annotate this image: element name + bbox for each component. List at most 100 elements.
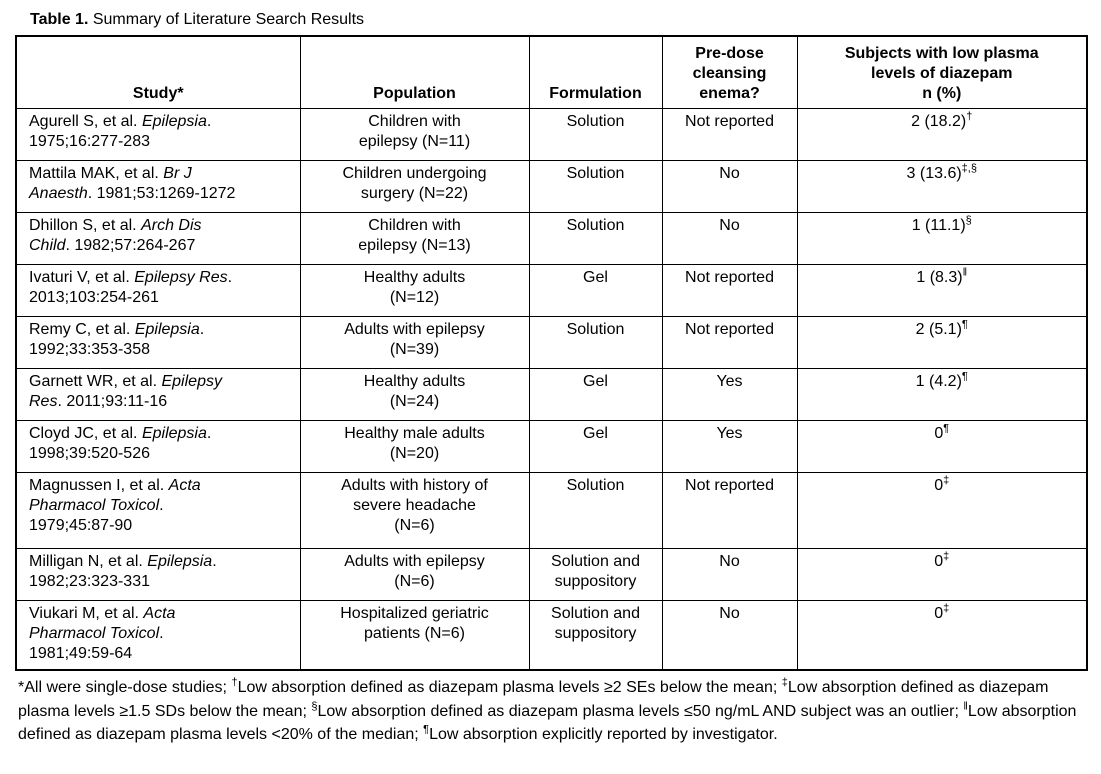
result-cell: 0‡ [796, 599, 1088, 671]
population-cell: Adults with epilepsy (N=39) [299, 315, 530, 369]
table-body: Agurell S, et al. Epilepsia. 1975;16:277… [15, 107, 1088, 671]
population-cell: Healthy male adults (N=20) [299, 419, 530, 473]
result-value: 1 (11.1) [911, 216, 966, 234]
study-citation-post: . 1982;57:264-267 [65, 236, 196, 254]
study-citation-pre: Cloyd JC, et al. [29, 424, 142, 442]
table-row: Garnett WR, et al. Epilepsy Res. 2011;93… [15, 367, 1088, 421]
journal-name: Epilepsia [141, 424, 207, 442]
table-title-text: Summary of Literature Search Results [88, 11, 365, 28]
result-value: 1 (8.3) [916, 268, 963, 286]
enema-cell: No [661, 547, 798, 601]
journal-name: Acta Pharmacol Toxicol [29, 604, 176, 642]
result-cell: 2 (18.2)† [796, 107, 1088, 161]
footnote-text: Low absorption defined as diazepam plasm… [18, 702, 1077, 744]
table-row: Mattila MAK, et al. Br J Anaesth. 1981;5… [15, 159, 1088, 213]
result-value: 2 (18.2) [911, 112, 967, 130]
study-citation-post: . 2013;103:254-261 [29, 268, 233, 306]
header-row: Study* Population Formulation Pre-dose c… [15, 35, 1088, 109]
table-row: Cloyd JC, et al. Epilepsia. 1998;39:520-… [15, 419, 1088, 473]
result-footnote-marker: ¶ [943, 422, 950, 435]
enema-cell: Not reported [661, 315, 798, 369]
footnote-marker: ¶ [423, 723, 430, 736]
formulation-cell: Gel [528, 367, 663, 421]
result-footnote-marker: ‡,§ [961, 162, 977, 175]
population-cell: Hospitalized geriatric patients (N=6) [299, 599, 530, 671]
study-cell: Garnett WR, et al. Epilepsy Res. 2011;93… [15, 367, 301, 421]
formulation-cell: Solution and suppository [528, 547, 663, 601]
journal-name: Epilepsia [134, 320, 200, 338]
result-value: 0 [934, 552, 944, 570]
table-row: Ivaturi V, et al. Epilepsy Res. 2013;103… [15, 263, 1088, 317]
formulation-cell: Solution [528, 471, 663, 549]
study-citation-pre: Agurell S, et al. [29, 112, 142, 130]
population-cell: Children undergoing surgery (N=22) [299, 159, 530, 213]
enema-cell: Yes [661, 367, 798, 421]
result-cell: 1 (4.2)¶ [796, 367, 1088, 421]
study-citation-pre: Garnett WR, et al. [29, 372, 162, 390]
header-population: Population [299, 35, 530, 109]
footnote-text: Low absorption defined as diazepam plasm… [317, 702, 964, 720]
footnote-text: Low absorption defined as diazepam plasm… [18, 679, 1049, 720]
table-row: Milligan N, et al. Epilepsia. 1982;23:32… [15, 547, 1088, 601]
study-citation-pre: Viukari M, et al. [29, 604, 144, 622]
result-footnote-marker: ¶ [961, 318, 968, 331]
study-citation-pre: Milligan N, et al. [29, 552, 148, 570]
enema-cell: No [661, 211, 798, 265]
study-cell: Viukari M, et al. Acta Pharmacol Toxicol… [15, 599, 301, 671]
population-cell: Adults with history of severe headache (… [299, 471, 530, 549]
footnote-marker: ‡ [781, 676, 788, 689]
result-cell: 1 (11.1)§ [796, 211, 1088, 265]
enema-cell: No [661, 599, 798, 671]
study-citation-pre: Dhillon S, et al. [29, 216, 142, 234]
study-citation-post: . 1992;33:353-358 [29, 320, 205, 358]
table-row: Magnussen I, et al. Acta Pharmacol Toxic… [15, 471, 1088, 549]
population-cell: Children with epilepsy (N=13) [299, 211, 530, 265]
header-enema: Pre-dose cleansing enema? [661, 35, 798, 109]
study-citation-pre: Remy C, et al. [29, 320, 135, 338]
result-value: 0 [934, 424, 944, 442]
result-cell: 1 (8.3)‖ [796, 263, 1088, 317]
study-cell: Magnussen I, et al. Acta Pharmacol Toxic… [15, 471, 301, 549]
journal-name: Epilepsy Res [29, 372, 222, 410]
footnote-text: Low absorption explicitly reported by in… [429, 726, 778, 743]
table-row: Remy C, et al. Epilepsia. 1992;33:353-35… [15, 315, 1088, 369]
formulation-cell: Solution [528, 107, 663, 161]
study-cell: Milligan N, et al. Epilepsia. 1982;23:32… [15, 547, 301, 601]
study-citation-post: . 1981;53:1269-1272 [87, 184, 236, 202]
enema-cell: Yes [661, 419, 798, 473]
table-row: Dhillon S, et al. Arch Dis Child. 1982;5… [15, 211, 1088, 265]
enema-cell: Not reported [661, 471, 798, 549]
journal-name: Acta Pharmacol Toxicol [29, 476, 201, 514]
study-cell: Cloyd JC, et al. Epilepsia. 1998;39:520-… [15, 419, 301, 473]
result-footnote-marker: § [965, 214, 972, 227]
header-low-plasma: Subjects with low plasma levels of diaze… [796, 35, 1088, 109]
formulation-cell: Solution [528, 315, 663, 369]
formulation-cell: Solution and suppository [528, 599, 663, 671]
population-cell: Healthy adults (N=24) [299, 367, 530, 421]
enema-cell: No [661, 159, 798, 213]
table-title: Table 1. Summary of Literature Search Re… [30, 10, 1086, 29]
table-title-label: Table 1. [30, 11, 89, 28]
header-formulation: Formulation [528, 35, 663, 109]
formulation-cell: Solution [528, 211, 663, 265]
result-footnote-marker: ¶ [961, 370, 968, 383]
formulation-cell: Gel [528, 263, 663, 317]
literature-search-table: Study* Population Formulation Pre-dose c… [15, 35, 1088, 671]
result-cell: 0¶ [796, 419, 1088, 473]
result-footnote-marker: ‡ [943, 474, 950, 487]
formulation-cell: Solution [528, 159, 663, 213]
journal-name: Epilepsia [147, 552, 213, 570]
journal-name: Arch Dis Child [29, 216, 202, 254]
result-value: 1 (4.2) [915, 372, 962, 390]
footnote-marker: † [231, 676, 238, 689]
study-cell: Agurell S, et al. Epilepsia. 1975;16:277… [15, 107, 301, 161]
study-citation-post: . 1981;49:59-64 [29, 624, 164, 662]
result-footnote-marker: ‡ [943, 550, 950, 563]
result-value: 0 [934, 604, 944, 622]
enema-cell: Not reported [661, 263, 798, 317]
journal-name: Epilepsy Res [134, 268, 228, 286]
table-row: Viukari M, et al. Acta Pharmacol Toxicol… [15, 599, 1088, 671]
study-citation-post: . 1982;23:323-331 [29, 552, 217, 590]
result-value: 0 [934, 476, 944, 494]
